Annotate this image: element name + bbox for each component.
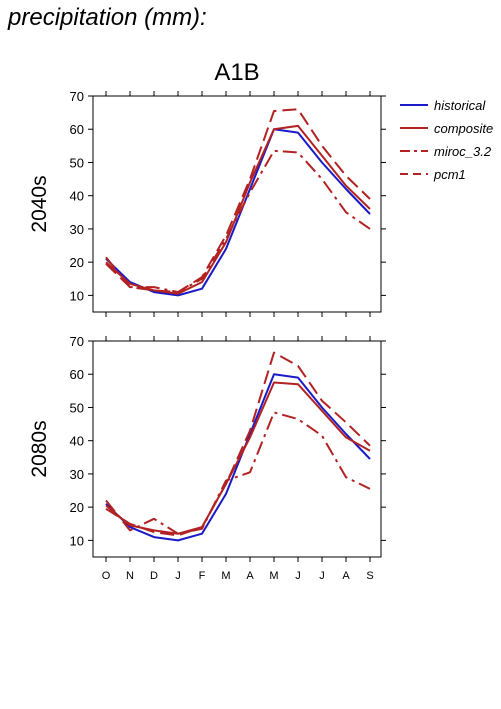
y-tick-label: 50 bbox=[70, 400, 84, 415]
x-tick-label: J bbox=[295, 570, 301, 582]
chart-title: A1B bbox=[214, 59, 259, 86]
y-tick-label: 20 bbox=[70, 500, 84, 515]
plot-frame bbox=[92, 95, 382, 313]
y-tick-label: 10 bbox=[70, 288, 84, 303]
panel-2080s: 10 20 30 40 50 60 70 2080s bbox=[28, 334, 386, 562]
series-line-historical bbox=[105, 373, 371, 542]
x-tick-label: A bbox=[342, 570, 350, 582]
y-tick-label: 40 bbox=[70, 189, 84, 204]
y-axis-label: 2040s bbox=[28, 175, 51, 232]
x-tick-label: M bbox=[221, 570, 230, 582]
series-line-pcm1 bbox=[105, 108, 371, 294]
series-line-pcm1 bbox=[105, 351, 371, 537]
y-tick-label: 10 bbox=[70, 533, 84, 548]
y-tick-label: 60 bbox=[70, 122, 84, 137]
y-axis-label: 2080s bbox=[28, 420, 51, 477]
chart-legend: historical composite miroc_3.2 pcm1 bbox=[400, 98, 493, 182]
series-line-miroc-3-2 bbox=[105, 411, 371, 535]
x-tick-label: N bbox=[126, 570, 134, 582]
x-tick-label: S bbox=[366, 570, 373, 582]
series-line-composite bbox=[105, 381, 371, 535]
panel-2040s: 10 20 30 40 50 60 70 2040s bbox=[28, 89, 386, 317]
y-tick-label: 50 bbox=[70, 155, 84, 170]
y-tick-label: 40 bbox=[70, 434, 84, 449]
y-tick-label: 30 bbox=[70, 467, 84, 482]
legend-label: composite bbox=[434, 121, 493, 136]
x-tick-label: D bbox=[150, 570, 158, 582]
x-tick-label: J bbox=[175, 570, 181, 582]
legend-label: historical bbox=[434, 98, 486, 113]
page-heading: precipitation (mm): bbox=[8, 4, 207, 31]
y-tick-label: 30 bbox=[70, 222, 84, 237]
y-tick-label: 70 bbox=[70, 89, 84, 104]
x-tick-label: A bbox=[246, 570, 254, 582]
y-tick-label: 70 bbox=[70, 334, 84, 349]
plot-frame bbox=[92, 340, 382, 558]
x-tick-label: M bbox=[269, 570, 278, 582]
y-tick-label: 20 bbox=[70, 255, 84, 270]
series-line-miroc-3-2 bbox=[105, 149, 371, 294]
x-tick-label: J bbox=[319, 570, 325, 582]
x-tick-label: F bbox=[199, 570, 206, 582]
legend-label: pcm1 bbox=[433, 167, 466, 182]
x-tick-label: O bbox=[102, 570, 111, 582]
y-tick-label: 60 bbox=[70, 367, 84, 382]
chart-panels: 10 20 30 40 50 60 70 2040s 10 20 30 40 50 60 70 2080s O N… bbox=[28, 89, 386, 582]
legend-label: miroc_3.2 bbox=[434, 144, 492, 159]
